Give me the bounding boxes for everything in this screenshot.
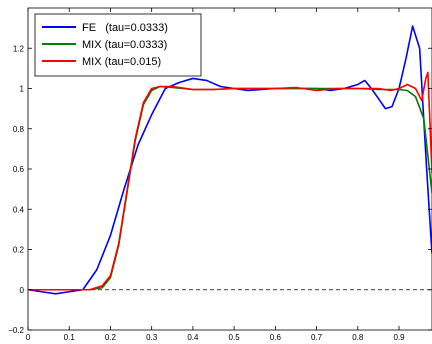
series-layer [27, 25, 432, 295]
tick-layer: 0 0.1 0.2 0.3 0.4 0.5 0.6 0.7 0.8 0.9−0.200.20.40… [8, 8, 432, 342]
y-tick-label: −0.2 [8, 326, 24, 335]
x-tick-label: 0 [26, 333, 31, 342]
x-tick-label: 0.4 [187, 333, 199, 342]
x-tick-label: 0.1 [64, 333, 76, 342]
y-tick-label: 0 [20, 286, 25, 295]
y-tick-label: 0.4 [13, 205, 25, 214]
x-tick-label: 0.8 [352, 333, 364, 342]
y-tick-label: 0.6 [13, 165, 25, 174]
y-tick-label: 1 [20, 85, 25, 94]
y-tick-label: 0.8 [13, 125, 25, 134]
legend-label-fe: FE (tau=0.0333) [82, 22, 168, 34]
series-line-2 [28, 71, 432, 291]
x-tick-label: 0.7 [311, 333, 323, 342]
x-tick-label: 0.6 [270, 333, 282, 342]
legend-label-mix-0333: MIX (tau=0.0333) [82, 39, 167, 51]
y-tick-label: 1.2 [13, 44, 25, 53]
legend: FE (tau=0.0333) MIX (tau=0.0333) MIX (ta… [34, 13, 202, 77]
x-tick-label: 0.3 [146, 333, 158, 342]
x-tick-label: 0.9 [393, 333, 405, 342]
x-tick-label: 0.5 [229, 333, 241, 342]
x-tick-label: 0.2 [105, 333, 117, 342]
y-tick-label: 0.2 [13, 246, 25, 255]
legend-label-mix-015: MIX (tau=0.015) [82, 56, 161, 68]
